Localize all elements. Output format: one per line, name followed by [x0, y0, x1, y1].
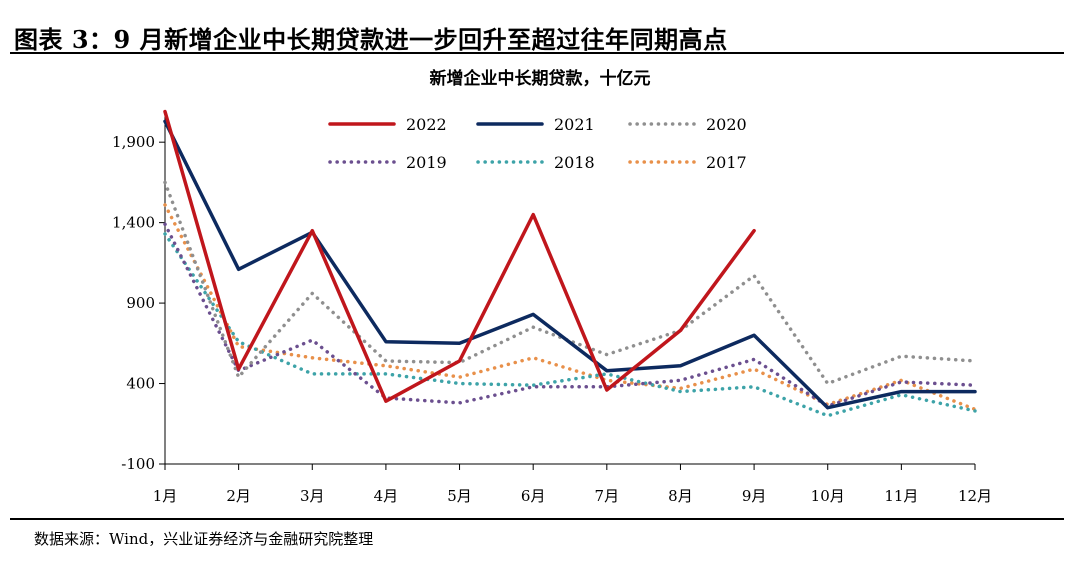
y-tick-label: 900	[126, 294, 155, 312]
legend-label-2022: 2022	[406, 115, 447, 134]
y-tick-label: 1,400	[112, 214, 155, 232]
x-tick-label: 11月	[884, 487, 918, 505]
x-tick-label: 10月	[811, 487, 845, 505]
series-line-2021	[163, 119, 977, 410]
x-tick-label: 8月	[668, 487, 693, 505]
y-tick-label: -100	[121, 455, 155, 473]
legend-label-2021: 2021	[554, 115, 595, 134]
series-line-2017	[163, 203, 977, 412]
x-tick-label: 2月	[226, 487, 251, 505]
legend-label-2017: 2017	[706, 153, 747, 172]
x-tick-label: 6月	[521, 487, 546, 505]
legend: 2022 2021 2020 2019 2018 2017	[328, 115, 747, 172]
x-tick-label: 5月	[447, 487, 472, 505]
source-rule	[10, 518, 1064, 520]
figure-title: 图表 3：9 月新增企业中长期贷款进一步回升至超过往年同期高点	[14, 25, 728, 54]
series-line-2022	[163, 109, 756, 403]
chart-title: 新增企业中长期贷款，十亿元	[430, 68, 651, 89]
line-chart: 新增企业中长期贷款，十亿元 -100 400 900 1,400 1,900 1月 2月 3月…	[112, 68, 992, 505]
series-line-2018	[163, 232, 977, 418]
x-tick-label: 4月	[374, 487, 399, 505]
chart-axes: -100 400 900 1,400 1,900 1月 2月 3月 4月 5月 6月 7月 8月 9月 10…	[112, 110, 992, 505]
x-tick-label: 1月	[153, 487, 178, 505]
series-line-2020	[163, 180, 977, 386]
y-tick-label: 400	[126, 375, 155, 393]
x-tick-label: 3月	[300, 487, 325, 505]
legend-label-2019: 2019	[406, 153, 447, 172]
legend-label-2018: 2018	[554, 153, 595, 172]
y-tick-label: 1,900	[112, 133, 155, 151]
series-line-2019	[163, 222, 977, 408]
legend-label-2020: 2020	[706, 115, 747, 134]
x-tick-label: 7月	[595, 487, 620, 505]
title-rule	[10, 52, 1064, 54]
x-tick-label: 12月	[958, 487, 992, 505]
source-note: 数据来源：Wind，兴业证券经济与金融研究院整理	[34, 530, 374, 548]
series-layer	[163, 109, 977, 418]
x-tick-label: 9月	[742, 487, 767, 505]
